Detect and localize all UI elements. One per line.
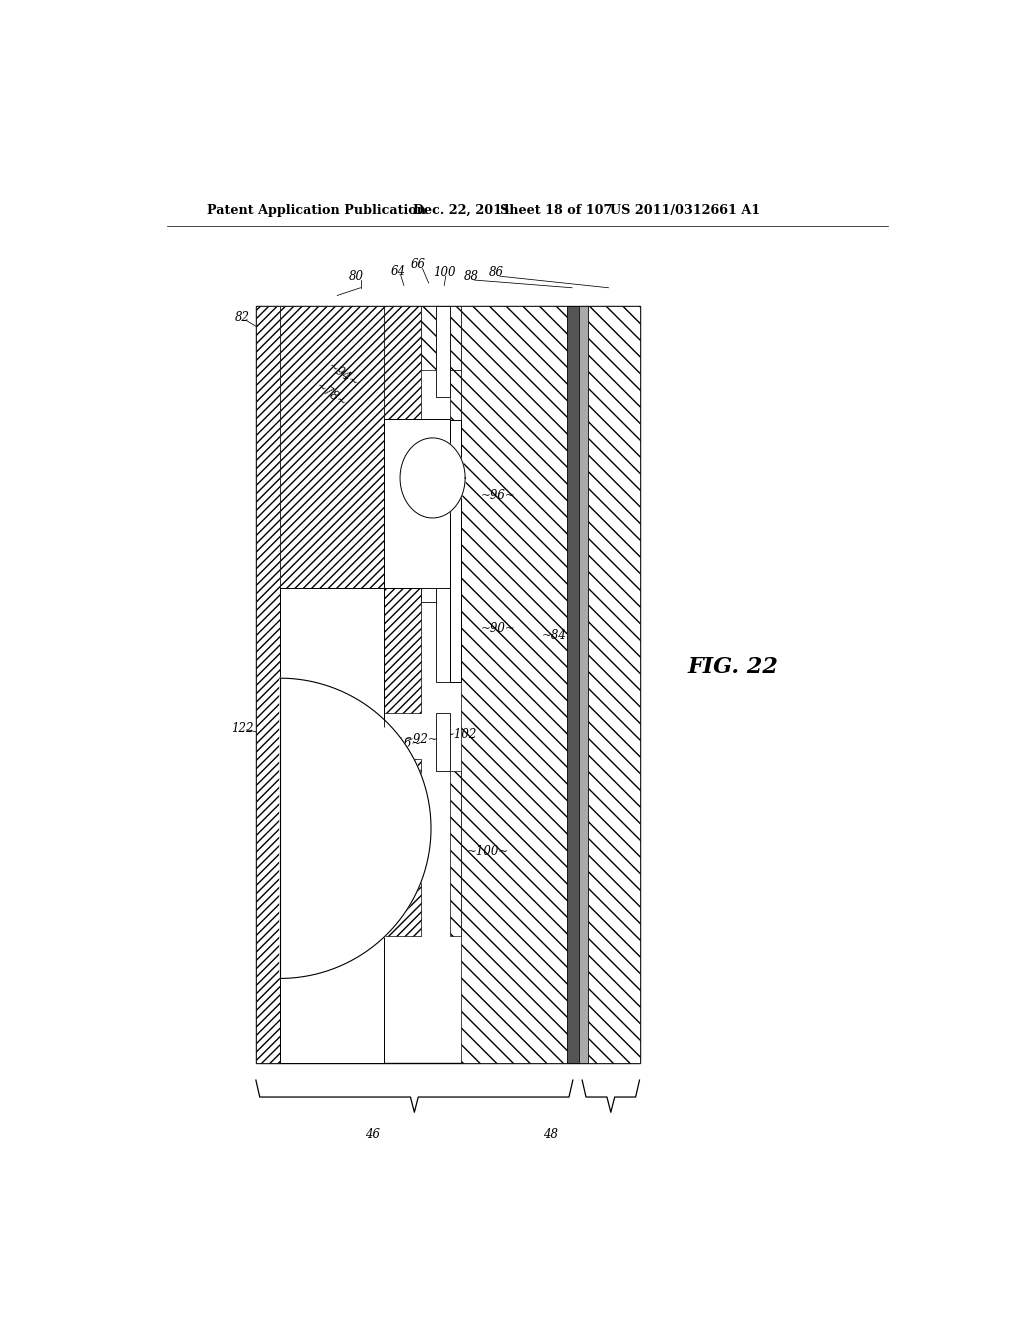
Bar [280, 306, 384, 589]
Text: 66: 66 [411, 259, 426, 271]
Bar [450, 771, 461, 936]
Text: ~84~: ~84~ [542, 630, 577, 643]
Bar [461, 306, 567, 1063]
Bar [256, 306, 280, 1063]
Bar [450, 420, 461, 682]
Text: ~94~: ~94~ [326, 360, 361, 391]
Polygon shape [400, 438, 465, 517]
Text: ~78~: ~78~ [313, 379, 349, 411]
Text: 98: 98 [399, 529, 415, 543]
Text: ~78~: ~78~ [290, 974, 326, 1006]
Bar [421, 589, 436, 602]
Bar [421, 306, 436, 370]
Bar [384, 418, 450, 589]
Text: US 2011/0312661 A1: US 2011/0312661 A1 [610, 205, 760, 218]
Text: ~90~: ~90~ [481, 622, 516, 635]
Text: 86: 86 [488, 265, 504, 279]
Text: ~80~: ~80~ [383, 630, 416, 665]
Text: 120: 120 [431, 463, 454, 477]
Bar [567, 306, 579, 1063]
Text: 88: 88 [464, 269, 479, 282]
Bar [450, 306, 461, 370]
Text: ~102: ~102 [445, 727, 477, 741]
Text: ~60~: ~60~ [388, 849, 420, 884]
Text: 80: 80 [349, 269, 365, 282]
Text: FIG. 22: FIG. 22 [687, 656, 778, 677]
Bar [384, 306, 421, 418]
Bar [450, 370, 461, 420]
Text: 82: 82 [236, 312, 250, 325]
Bar [384, 589, 421, 713]
Bar [384, 759, 421, 936]
Bar [588, 306, 640, 1063]
Text: Patent Application Publication: Patent Application Publication [207, 205, 426, 218]
Text: Sheet 18 of 107: Sheet 18 of 107 [500, 205, 612, 218]
Bar [256, 306, 640, 1063]
Bar [280, 589, 384, 1063]
Bar [579, 306, 588, 1063]
Text: Dec. 22, 2011: Dec. 22, 2011 [414, 205, 511, 218]
Text: 64: 64 [390, 265, 406, 279]
Bar [280, 978, 384, 1063]
Text: 46: 46 [365, 1129, 380, 1142]
Text: ~116~: ~116~ [380, 737, 422, 750]
Bar [436, 713, 450, 771]
Text: 100: 100 [433, 265, 456, 279]
Text: ~96~: ~96~ [481, 490, 516, 502]
Text: ~100~: ~100~ [467, 845, 510, 858]
Bar [436, 589, 450, 682]
Text: ~54~: ~54~ [319, 807, 354, 820]
Text: 48: 48 [543, 1129, 558, 1142]
Text: 122: 122 [231, 722, 254, 735]
Text: ~92~: ~92~ [403, 733, 438, 746]
Bar [436, 306, 450, 397]
Text: ~80~: ~80~ [379, 873, 412, 907]
Polygon shape [280, 678, 431, 978]
